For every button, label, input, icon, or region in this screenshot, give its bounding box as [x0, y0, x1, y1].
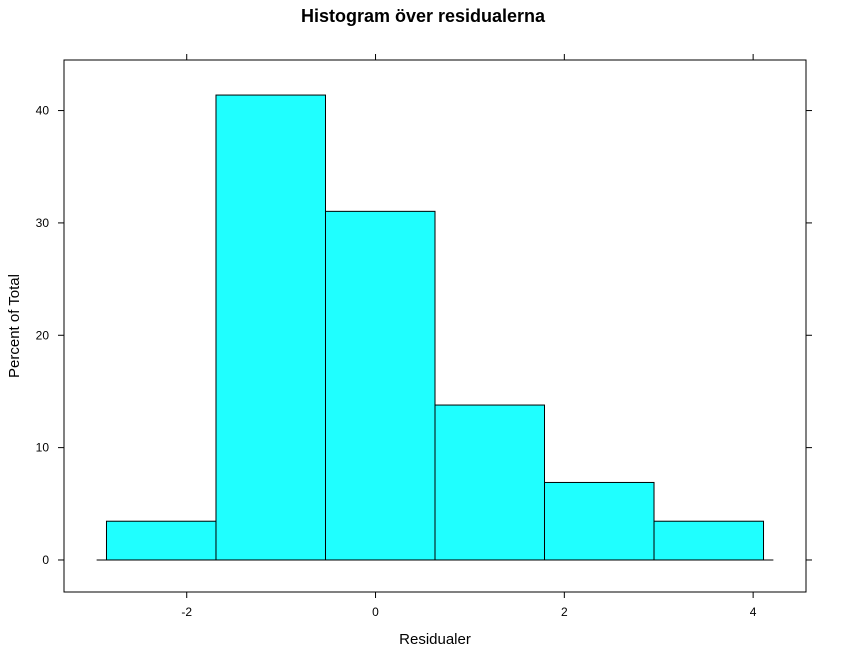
plot-frame — [63, 59, 807, 593]
histogram-bar-6 — [653, 520, 765, 561]
histogram-bar-3 — [324, 210, 436, 561]
histogram-bar-2 — [215, 94, 326, 561]
y-tick-label: 30 — [36, 216, 50, 230]
histogram-bar-1 — [105, 520, 217, 561]
y-tick-label: 0 — [42, 553, 49, 567]
y-axis-ticks: 0 10 20 30 40 — [36, 104, 812, 567]
y-tick-label: 10 — [36, 441, 50, 455]
histogram-bar-4 — [434, 404, 546, 561]
y-tick-label: 20 — [36, 328, 50, 342]
x-tick-label: 0 — [372, 605, 379, 619]
y-tick-label: 40 — [36, 104, 50, 118]
x-axis-ticks: -2 0 2 4 — [181, 54, 757, 619]
x-tick-label: 2 — [561, 605, 568, 619]
x-tick-label: 4 — [750, 605, 757, 619]
histogram-bar-5 — [544, 481, 655, 561]
y-axis-label: Percent of Total — [6, 274, 23, 378]
x-tick-label: -2 — [181, 605, 192, 619]
x-axis-label: Residualer — [399, 631, 471, 648]
chart-title: Histogram över residualerna — [301, 6, 546, 26]
bars-group — [105, 94, 765, 561]
